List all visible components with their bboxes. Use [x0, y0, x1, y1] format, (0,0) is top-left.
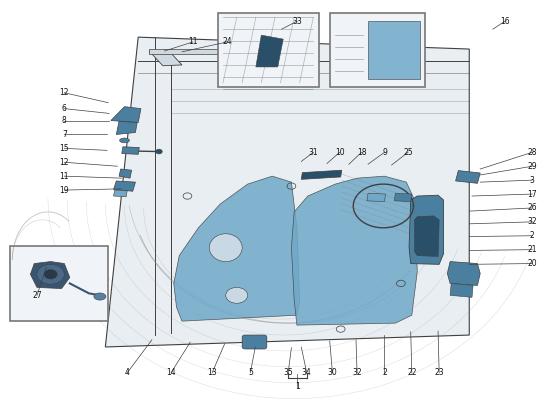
- Polygon shape: [409, 195, 443, 264]
- Text: auto: auto: [276, 219, 351, 277]
- Text: 9: 9: [382, 148, 387, 157]
- Circle shape: [44, 270, 57, 279]
- Ellipse shape: [226, 287, 248, 303]
- Ellipse shape: [119, 138, 129, 143]
- Text: 12: 12: [59, 158, 69, 167]
- Text: 20: 20: [527, 259, 537, 268]
- FancyBboxPatch shape: [329, 13, 426, 87]
- Text: 25: 25: [403, 148, 413, 157]
- Text: 29: 29: [527, 162, 537, 171]
- Text: 16: 16: [500, 17, 510, 26]
- Text: 14: 14: [166, 368, 176, 377]
- Text: 32: 32: [352, 368, 362, 377]
- Text: 31: 31: [309, 148, 318, 157]
- Ellipse shape: [94, 293, 106, 300]
- Text: 19: 19: [59, 186, 69, 194]
- Text: 28: 28: [527, 148, 537, 157]
- Text: 33: 33: [292, 17, 302, 26]
- Circle shape: [37, 264, 64, 284]
- Text: 11: 11: [188, 38, 197, 46]
- Polygon shape: [450, 284, 473, 297]
- Text: 2: 2: [530, 231, 535, 240]
- Circle shape: [156, 149, 162, 154]
- FancyBboxPatch shape: [218, 13, 319, 87]
- Text: 21: 21: [527, 245, 537, 254]
- Text: 11: 11: [59, 172, 69, 181]
- Polygon shape: [106, 37, 469, 347]
- Text: 26: 26: [527, 204, 537, 212]
- Polygon shape: [367, 193, 386, 202]
- Text: 5: 5: [248, 368, 253, 377]
- Polygon shape: [119, 169, 131, 178]
- Text: 7: 7: [62, 130, 67, 139]
- Text: 24: 24: [223, 38, 232, 46]
- Text: 2: 2: [382, 368, 387, 377]
- Polygon shape: [113, 181, 135, 191]
- Polygon shape: [174, 176, 300, 321]
- Text: 27: 27: [32, 291, 42, 300]
- Text: 8: 8: [62, 116, 67, 125]
- Text: 1: 1: [295, 382, 300, 391]
- Text: 13: 13: [207, 368, 217, 377]
- Text: passion4: passion4: [129, 144, 333, 280]
- Polygon shape: [256, 35, 283, 67]
- Text: 10: 10: [335, 148, 344, 157]
- Polygon shape: [149, 49, 242, 54]
- Text: 35: 35: [283, 368, 293, 377]
- Polygon shape: [415, 216, 439, 256]
- FancyBboxPatch shape: [9, 246, 108, 321]
- Polygon shape: [122, 147, 139, 154]
- Text: 23: 23: [434, 368, 444, 377]
- Text: 3: 3: [530, 176, 535, 185]
- Polygon shape: [368, 21, 420, 79]
- Text: 15: 15: [59, 144, 69, 153]
- Text: 17: 17: [527, 190, 537, 198]
- Ellipse shape: [210, 234, 242, 262]
- Polygon shape: [149, 50, 182, 66]
- Polygon shape: [111, 107, 141, 122]
- Text: 4: 4: [125, 368, 130, 377]
- Text: 12: 12: [59, 88, 69, 97]
- Text: 30: 30: [328, 368, 337, 377]
- Text: 18: 18: [357, 148, 366, 157]
- Polygon shape: [30, 262, 70, 288]
- Polygon shape: [447, 262, 480, 286]
- Polygon shape: [394, 193, 412, 202]
- Polygon shape: [301, 170, 342, 179]
- Text: 6: 6: [62, 104, 67, 113]
- Polygon shape: [113, 190, 127, 197]
- Polygon shape: [455, 171, 480, 183]
- FancyBboxPatch shape: [242, 335, 267, 349]
- Text: 22: 22: [407, 368, 416, 377]
- Polygon shape: [116, 121, 137, 134]
- Text: 34: 34: [302, 368, 312, 377]
- Text: 32: 32: [527, 217, 537, 226]
- Polygon shape: [292, 176, 417, 325]
